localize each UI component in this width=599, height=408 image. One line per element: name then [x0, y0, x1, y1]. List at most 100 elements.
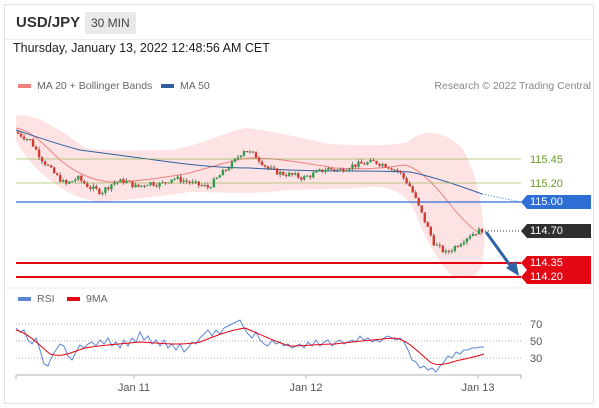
- candle-body: [28, 139, 32, 141]
- support-1-price-text: 114.35: [530, 257, 563, 269]
- candle-body: [272, 167, 276, 169]
- candle-body: [86, 183, 89, 188]
- candle-body: [441, 245, 445, 253]
- candle-body: [378, 163, 381, 166]
- candle-body: [131, 181, 134, 188]
- candle-body: [471, 233, 475, 237]
- candle-body: [116, 182, 119, 184]
- last-price-text: 114.70: [530, 225, 563, 237]
- candle-body: [327, 167, 330, 171]
- pivot-price-tag: 115.00: [521, 195, 591, 209]
- candle-body: [381, 164, 384, 166]
- candle-body: [417, 197, 420, 206]
- legend-ma50-label: MA 50: [180, 80, 210, 92]
- candle-body: [275, 168, 279, 175]
- candle-body: [239, 155, 243, 158]
- candle-body: [435, 244, 439, 246]
- timeframe-badge[interactable]: 30 MIN: [85, 12, 136, 34]
- legend-rsi: RSI: [18, 293, 55, 305]
- candle-body: [212, 178, 216, 188]
- candle-body: [200, 185, 203, 187]
- candle-body: [411, 186, 414, 193]
- candle-body: [61, 180, 65, 182]
- candle-body: [450, 250, 454, 252]
- candle-body: [31, 139, 35, 147]
- candle-body: [46, 164, 50, 166]
- candle-body: [315, 170, 318, 173]
- legend-9ma: 9MA: [67, 293, 108, 305]
- candle-body: [16, 131, 20, 134]
- candle-body: [324, 170, 327, 172]
- ma20-swatch: [18, 84, 31, 88]
- candle-body: [360, 161, 363, 164]
- candle-body: [459, 244, 463, 247]
- candle-body: [318, 169, 321, 171]
- candle-body: [278, 171, 282, 175]
- candle-body: [242, 151, 246, 156]
- candle-body: [164, 182, 167, 184]
- candle-body: [357, 161, 360, 167]
- candle-body: [393, 169, 396, 171]
- candle-body: [336, 169, 339, 171]
- candle-body: [25, 139, 29, 141]
- candle-body: [260, 161, 264, 166]
- chart-header: USD/JPY 30 MIN: [5, 5, 593, 40]
- candle-body: [333, 169, 336, 171]
- candle-body: [40, 157, 44, 162]
- candle-body: [173, 178, 176, 180]
- candle-body: [248, 151, 252, 153]
- candle-body: [372, 159, 375, 162]
- candle-body: [128, 180, 131, 182]
- candle-body: [170, 179, 173, 183]
- rsi-label-50: 50: [530, 336, 542, 348]
- candle-body: [438, 244, 442, 246]
- candle-body: [22, 136, 26, 140]
- candle-body: [429, 226, 432, 236]
- candle-body: [167, 182, 170, 184]
- candle-body: [414, 192, 417, 198]
- candle-body: [402, 172, 405, 179]
- candle-body: [58, 174, 62, 182]
- candle-body: [74, 179, 77, 182]
- candle-body: [263, 165, 267, 167]
- currency-pair: USD/JPY: [16, 14, 81, 31]
- candle-body: [281, 171, 285, 175]
- x-label-jan13: Jan 13: [461, 382, 494, 394]
- chart-widget: USD/JPY 30 MIN: [4, 4, 594, 404]
- candle-body: [330, 167, 333, 170]
- candle-body: [375, 161, 378, 164]
- candle-body: [68, 181, 71, 184]
- candle-body: [303, 176, 306, 180]
- rsi-label-70: 70: [530, 319, 542, 331]
- candle-body: [390, 168, 393, 171]
- candle-body: [197, 181, 200, 186]
- candle-body: [284, 174, 288, 177]
- candle-body: [387, 167, 390, 169]
- candle-body: [453, 246, 457, 251]
- candlestick-series: [16, 130, 484, 255]
- candle-body: [312, 172, 315, 178]
- legend-ma20-label: MA 20 + Bollinger Bands: [37, 80, 153, 92]
- rsi-ma-line: [15, 327, 485, 366]
- candle-body: [432, 235, 435, 246]
- candle-body: [143, 185, 146, 187]
- candle-body: [19, 133, 23, 137]
- level-label-115-20: 115.20: [530, 178, 563, 190]
- candle-body: [293, 173, 297, 175]
- legend-rsi-label: RSI: [37, 293, 55, 305]
- candle-body: [101, 192, 104, 194]
- pivot-dotted: [481, 193, 522, 203]
- candle-body: [257, 157, 261, 162]
- candle-body: [140, 185, 143, 187]
- ma9-swatch: [67, 297, 80, 301]
- support-2-price-text: 114.20: [530, 271, 563, 283]
- forecast-arrow-shaft: [484, 231, 514, 269]
- candle-body: [468, 236, 472, 239]
- candle-body: [363, 163, 366, 165]
- chart-datetime: Thursday, January 13, 2022 12:48:56 AM C…: [13, 41, 270, 55]
- candle-body: [176, 176, 179, 179]
- candle-body: [369, 159, 372, 163]
- candle-body: [456, 246, 460, 248]
- candle-body: [290, 173, 294, 175]
- candle-body: [339, 168, 342, 170]
